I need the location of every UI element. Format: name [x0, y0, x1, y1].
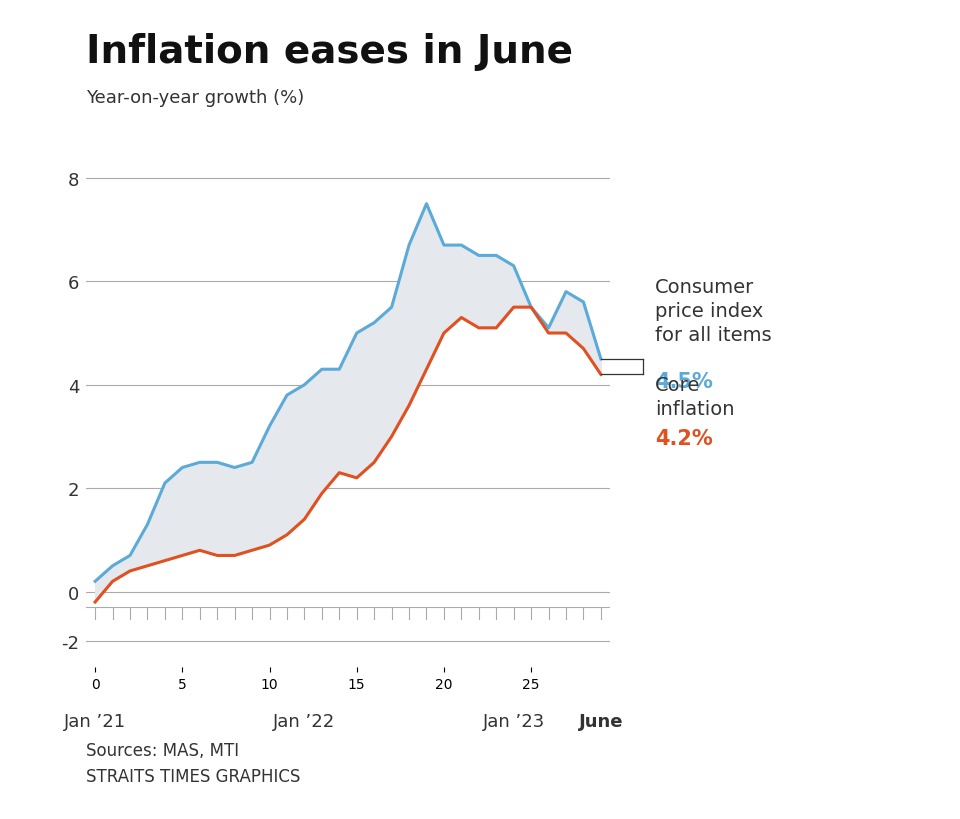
Text: June: June — [579, 713, 623, 731]
Text: Core
inflation: Core inflation — [655, 375, 734, 419]
Text: 4.5%: 4.5% — [655, 372, 712, 391]
Text: Inflation eases in June: Inflation eases in June — [86, 33, 573, 70]
Text: Jan ’21: Jan ’21 — [64, 713, 126, 731]
Text: 4.2%: 4.2% — [655, 428, 712, 449]
Text: Year-on-year growth (%): Year-on-year growth (%) — [86, 88, 304, 106]
Text: Jan ’23: Jan ’23 — [483, 713, 545, 731]
Text: Jan ’22: Jan ’22 — [274, 713, 336, 731]
Text: Consumer
price index
for all items: Consumer price index for all items — [655, 278, 771, 345]
Text: Sources: MAS, MTI: Sources: MAS, MTI — [86, 741, 240, 759]
Text: STRAITS TIMES GRAPHICS: STRAITS TIMES GRAPHICS — [86, 767, 300, 785]
